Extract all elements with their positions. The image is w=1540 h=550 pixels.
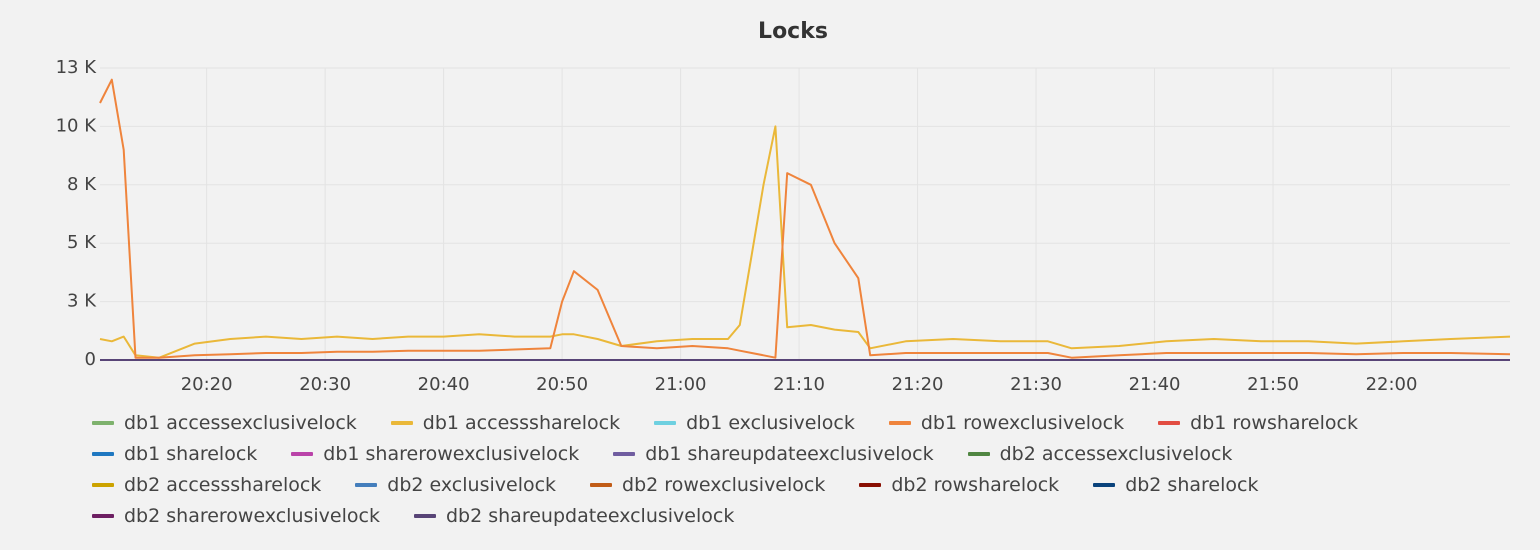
chart-title: Locks [758,19,828,44]
x-tick-label: 21:20 [892,374,944,395]
legend-swatch [859,482,882,487]
x-tick-label: 20:30 [299,374,351,395]
legend-swatch [967,451,990,456]
legend-label: db2 sharerowexclusivelock [124,504,380,527]
legend-swatch [613,451,636,456]
y-tick-label: 10 K [56,115,98,136]
legend-swatch [590,482,613,487]
legend-item[interactable]: db1 sharerowexclusivelock [291,441,579,466]
legend-item[interactable]: db1 shareupdateexclusivelock [613,441,934,466]
legend-label: db2 accessexclusivelock [999,442,1233,465]
x-tick-label: 21:40 [1129,374,1181,395]
legend-item[interactable]: db1 rowexclusivelock [888,410,1125,435]
x-tick-label: 21:50 [1247,374,1299,395]
x-tick-label: 21:10 [773,374,825,395]
legend-item[interactable]: db2 accessexclusivelock [967,441,1233,466]
legend-item[interactable]: db1 accessexclusivelock [92,410,357,435]
legend-swatch [92,513,114,518]
legend-label: db2 rowsharelock [891,473,1060,496]
legend-label: db1 exclusivelock [686,411,855,434]
y-tick-label: 8 K [67,174,97,195]
y-tick-label: 13 K [56,57,98,78]
x-tick-label: 21:00 [655,374,707,395]
legend: db1 accessexclusivelock db1 accesssharelo… [92,410,1492,528]
legend-swatch [92,482,114,487]
x-tick-label: 20:50 [536,374,588,395]
legend-swatch [92,451,114,456]
series-line [99,125,1511,359]
y-tick-label: 3 K [67,291,97,312]
legend-swatch [1093,482,1116,487]
legend-label: db2 accesssharelock [124,473,322,496]
legend-label: db2 sharelock [1125,473,1259,496]
legend-item[interactable]: db1 sharelock [92,441,257,466]
legend-label: db1 rowsharelock [1190,411,1358,434]
legend-label: db1 sharerowexclusivelock [323,442,580,465]
legend-label: db1 rowexclusivelock [920,411,1125,434]
legend-label: db1 accesssharelock [422,411,621,434]
x-tick-label: 20:20 [181,374,233,395]
legend-swatch [888,420,911,425]
legend-item[interactable]: db2 rowexclusivelock [590,472,825,497]
legend-item[interactable]: db2 accesssharelock [92,472,321,497]
legend-item[interactable]: db2 sharerowexclusivelock [92,503,380,528]
legend-label: db2 exclusivelock [387,473,557,496]
x-tick-label: 22:00 [1366,374,1418,395]
y-tick-label: 5 K [67,232,97,253]
legend-label: db1 sharelock [124,442,258,465]
legend-swatch [355,482,378,487]
legend-item[interactable]: db2 rowsharelock [859,472,1059,497]
legend-item[interactable]: db2 exclusivelock [355,472,556,497]
legend-item[interactable]: db1 exclusivelock [654,410,855,435]
legend-swatch [654,420,677,425]
legend-swatch [413,513,436,518]
x-tick-label: 21:30 [1010,374,1062,395]
legend-swatch [92,420,114,425]
y-tick-label: 0 [85,349,96,370]
legend-label: db2 shareupdateexclusivelock [445,504,735,527]
legend-item[interactable]: db1 accesssharelock [390,410,621,435]
x-tick-label: 20:40 [418,374,470,395]
legend-swatch [291,451,314,456]
legend-swatch [390,420,413,425]
chart: Locks 0 3 K 5 K 8 K 10 K 13 K 20:20 20:30 20:40 2… [56,19,1511,395]
legend-label: db2 rowexclusivelock [622,473,826,496]
legend-item[interactable]: db2 shareupdateexclusivelock [413,503,735,528]
legend-label: db1 shareupdateexclusivelock [645,442,934,465]
legend-label: db1 accessexclusivelock [124,411,357,434]
series-line [99,78,1511,359]
legend-swatch [1158,420,1181,425]
legend-item[interactable]: db2 sharelock [1093,472,1258,497]
legend-item[interactable]: db1 rowsharelock [1158,410,1358,435]
